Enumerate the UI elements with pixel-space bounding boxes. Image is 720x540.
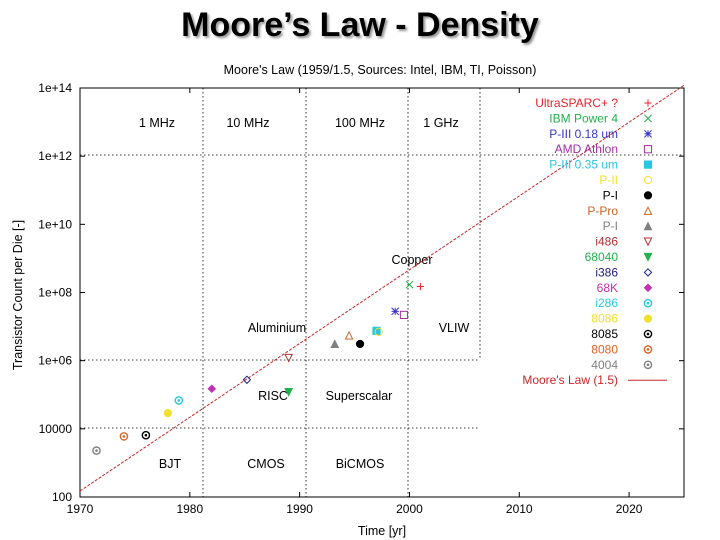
legend-swatch-13 [643,298,653,308]
data-point-3 [399,310,409,320]
legend-swatch-0 [644,99,652,107]
legend-label-6: P-I [603,188,618,202]
x-axis-label: Time [yr] [358,524,406,538]
legend-swatch-9 [643,237,653,247]
y-tick-label: 1e+14 [38,81,72,95]
legend-label-8: P-I [603,219,618,233]
data-point-0 [416,282,425,291]
chart-title: Moore's Law (1959/1.5, Sources: Intel, I… [224,63,537,77]
legend-label-9: i486 [595,235,618,249]
data-point-13 [174,396,184,405]
data-point-14 [163,408,172,418]
legend-label-3: AMD Athlon [555,142,618,156]
clock-label-1ghz: 1 GHz [423,116,458,130]
legend-label-13: i286 [595,296,618,310]
y-tick-label: 1e+12 [38,149,72,163]
data-point-16 [119,432,129,441]
clock-label-10mhz: 10 MHz [226,116,269,130]
legend-label-14: 8086 [591,312,618,326]
legend-label-16: 8080 [591,342,618,356]
annotation-aluminium: Aluminium [248,321,306,335]
x-tick-label: 1970 [67,502,94,516]
annotation-risc: RISC [258,389,288,403]
data-point-1 [405,280,414,289]
x-tick-label: 2010 [506,502,533,516]
legend-swatch-8 [643,221,653,231]
data-point-12 [207,384,217,394]
points-layer [92,280,425,455]
slide-title: Moore’s Law - Density [181,6,539,44]
data-point-15 [141,430,151,440]
era-label-bicmos: BiCMOS [336,457,385,471]
data-point-5 [374,327,383,336]
data-point-9 [284,353,294,363]
annotation-vliw: VLIW [439,321,470,335]
legend-label-7: P-Pro [587,204,618,218]
data-point-8 [330,339,340,349]
era-dividers [80,88,684,497]
x-tick-label: 1990 [286,502,313,516]
data-point-10 [284,387,294,397]
y-tick-label: 1e+08 [38,286,72,300]
legend-label-15: 8085 [591,327,618,341]
clock-label-1mhz: 1 MHz [139,116,175,130]
y-tick-label: 1e+06 [38,354,72,368]
legend-label-18: Moore's Law (1.5) [522,373,618,387]
legend-swatch-12 [643,283,653,293]
legend: UltraSPARC+ ?IBM Power 4 P-III 0.18 umAMD… [522,96,667,387]
legend-swatch-5 [643,175,653,185]
legend-label-1: IBM Power 4 [549,111,618,125]
legend-label-11: i386 [595,265,618,279]
x-tick-label: 2020 [616,502,643,516]
y-tick-label: 10000 [39,422,73,436]
axis-ticks: 1970 1980 1990 2000 2010 2020 100 10000 1e+06 1e+… [38,81,684,516]
legend-swatch-2 [644,129,652,138]
data-point-17 [92,446,101,455]
legend-swatch-10 [643,252,653,262]
legend-label-10: 68040 [585,250,619,264]
data-point-2 [391,307,400,316]
era-label-cmos: CMOS [247,457,285,471]
legend-swatch-17 [643,360,653,370]
legend-swatch-7 [643,206,653,215]
y-tick-label: 1e+10 [38,217,72,231]
data-point-11 [242,375,252,385]
legend-label-0: UltraSPARC+ ? [535,96,618,110]
legend-swatch-4 [643,160,653,169]
legend-label-2: P-III 0.18 um [549,127,618,141]
era-label-bjt: BJT [159,457,182,471]
x-tick-label: 2000 [396,502,423,516]
legend-swatch-3 [643,145,653,154]
legend-label-17: 4004 [591,358,618,372]
legend-swatch-1 [644,114,652,123]
clock-label-100mhz: 100 MHz [335,116,385,130]
legend-swatch-14 [643,314,653,323]
legend-swatch-16 [643,345,653,354]
legend-label-4: P-III 0.35 um [549,158,618,172]
legend-label-5: P-II [599,173,618,187]
data-point-7 [344,330,354,340]
legend-swatch-11 [643,268,653,277]
legend-swatch-15 [643,329,653,339]
y-tick-label: 100 [52,490,72,504]
legend-label-12: 68K [597,281,618,295]
x-tick-label: 1980 [176,502,203,516]
data-point-6 [355,339,365,349]
annotation-copper: Copper [392,253,433,267]
legend-swatch-6 [643,191,653,200]
y-axis-label: Transistor Count per Die [-] [11,220,25,370]
annotation-superscalar: Superscalar [326,389,393,403]
